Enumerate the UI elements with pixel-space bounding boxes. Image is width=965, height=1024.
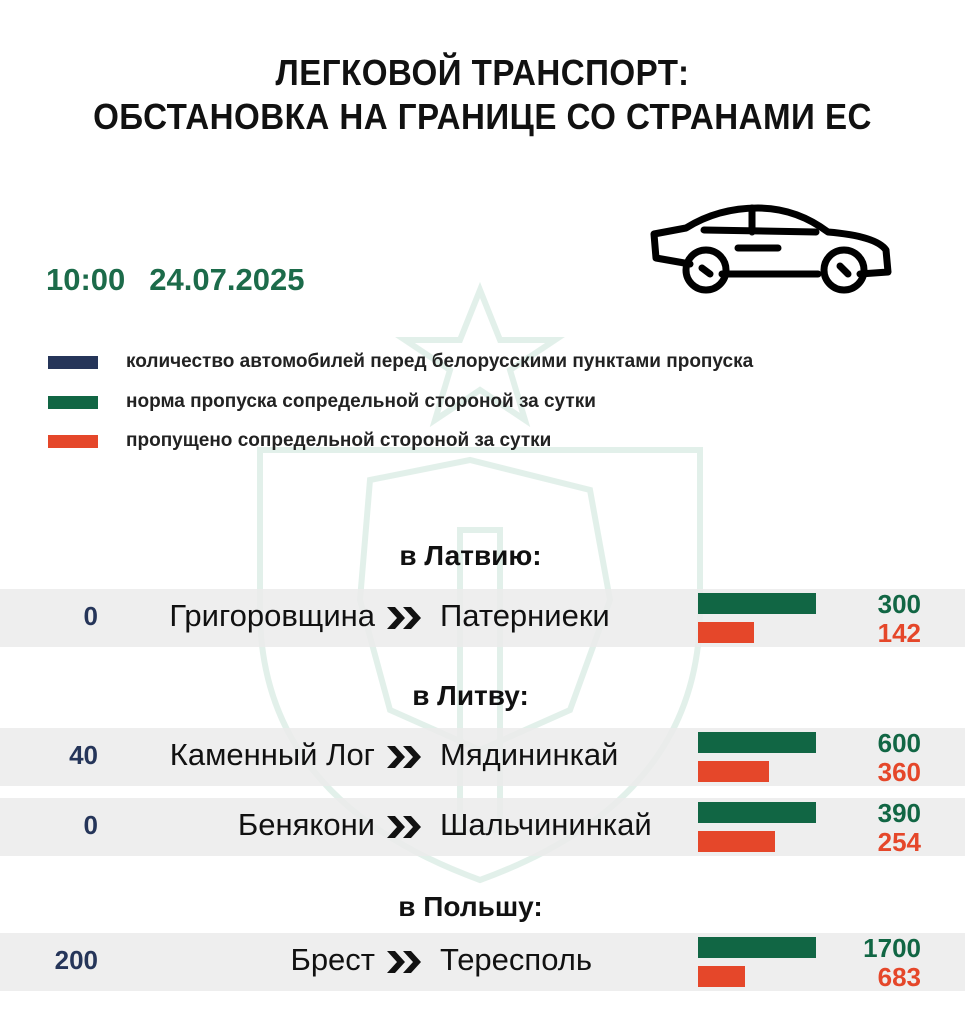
time: 10:00: [46, 262, 126, 297]
norm-bar: [698, 802, 816, 823]
queue-count: 0: [83, 601, 98, 631]
legend-label: норма пропуска сопредельной стороной за …: [126, 391, 596, 412]
norm-value: 1700: [863, 933, 921, 963]
group-heading: в Литву:: [412, 680, 529, 711]
double-chevron-icon: [384, 744, 424, 770]
title-line-1: ЛЕГКОВОЙ ТРАНСПОРТ:: [275, 52, 690, 93]
double-chevron-icon: [384, 949, 424, 975]
checkpoint-from: Бенякони: [237, 807, 375, 842]
double-chevron-icon: [384, 605, 424, 631]
checkpoint-to: Патерниеки: [440, 598, 610, 633]
legend-swatch-queue: [48, 355, 98, 369]
passed-value: 683: [877, 962, 921, 992]
queue-count: 0: [83, 810, 98, 840]
double-chevron-icon: [384, 814, 424, 840]
norm-bar: [698, 937, 816, 958]
checkpoint-from: Каменный Лог: [169, 737, 375, 772]
passed-value: 360: [877, 757, 921, 787]
checkpoint-row: 0 Григоровщина Патерниеки 300 142: [0, 589, 965, 648]
checkpoint-from: Григоровщина: [169, 598, 375, 633]
checkpoint-row: 200 Брест Тересполь 1700 683: [0, 933, 965, 992]
legend-queue: количество автомобилей перед белорусским…: [48, 349, 753, 375]
title-line-2: ОБСТАНОВКА НА ГРАНИЦЕ СО СТРАНАМИ ЕС: [93, 96, 872, 137]
date: 24.07.2025: [149, 262, 305, 297]
checkpoint-to: Шальчининкай: [440, 807, 652, 842]
checkpoint-to: Тересполь: [440, 942, 593, 977]
checkpoint-row: 40 Каменный Лог Мядининкай 600 360: [0, 728, 965, 787]
datetime: 10:00 24.07.2025: [46, 262, 328, 298]
checkpoint-from: Брест: [290, 942, 375, 977]
norm-value: 600: [877, 728, 921, 758]
queue-count: 200: [54, 945, 98, 975]
checkpoint-to: Мядининкай: [440, 737, 619, 772]
norm-bar: [698, 732, 816, 753]
passed-bar: [698, 831, 775, 852]
passed-bar: [698, 622, 754, 643]
passed-bar: [698, 761, 769, 782]
passed-value: 254: [877, 827, 921, 857]
group-heading: в Латвию:: [399, 540, 542, 571]
group-heading: в Польшу:: [398, 891, 543, 922]
norm-bar: [698, 593, 816, 614]
legend-label: количество автомобилей перед белорусским…: [126, 351, 754, 372]
queue-count: 40: [69, 740, 98, 770]
legend-norm: норма пропуска сопредельной стороной за …: [48, 389, 596, 415]
legend-label: пропущено сопредельной стороной за сутки: [126, 430, 552, 451]
legend-swatch-passed: [48, 434, 98, 448]
legend-swatch-norm: [48, 395, 98, 409]
checkpoint-row: 0 Бенякони Шальчининкай 390 254: [0, 798, 965, 857]
norm-value: 390: [877, 798, 921, 828]
passed-bar: [698, 966, 745, 987]
car-icon: [650, 204, 892, 294]
passed-value: 142: [877, 618, 921, 648]
legend-passed: пропущено сопредельной стороной за сутки: [48, 428, 551, 454]
norm-value: 300: [877, 589, 921, 619]
